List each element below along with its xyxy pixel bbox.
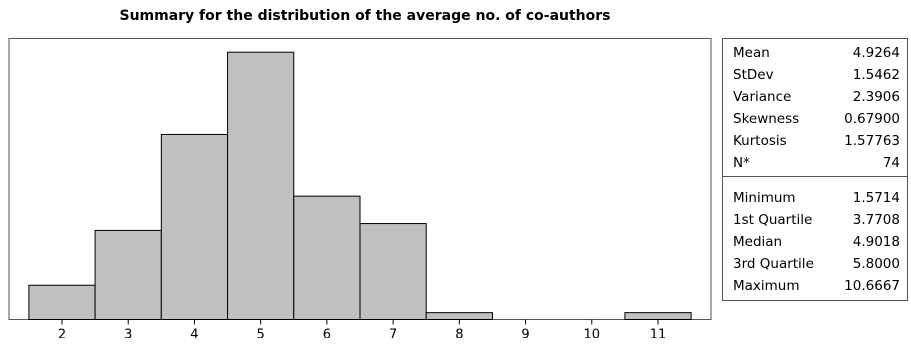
x-tick-label-8: 8 [455,328,463,339]
moment-statistics: Mean 4.9264 StDev 1.5462 Variance 2.3906 Skewn… [723,42,907,174]
stat-value: 4.9018 [852,234,900,250]
stat-row-stdev: StDev 1.5462 [723,64,907,86]
stat-row-variance: Variance 2.3906 [723,86,907,108]
stat-label: Median [733,234,783,250]
stat-label: Mean [733,45,770,61]
stat-row-1st-quartile: 1st Quartile 3.7708 [723,209,907,231]
stat-label: Skewness [733,111,800,127]
histogram-bar-2 [28,284,96,320]
stat-row-skewness: Skewness 0.67900 [723,108,907,130]
histogram-bar-4 [160,133,229,320]
quantile-statistics: Minimum 1.5714 1st Quartile 3.7708 Median 4.9… [723,187,907,297]
histogram-bar-7 [359,223,427,320]
histogram-bar-3 [94,229,162,320]
stat-value: 3.7708 [852,212,900,228]
x-tick-label-11: 11 [650,328,667,339]
histogram-bars [28,51,692,321]
stat-label: Variance [733,89,792,105]
stat-label: 1st Quartile [733,212,813,228]
histogram-bar-5 [227,51,295,321]
stat-row-3rd-quartile: 3rd Quartile 5.8000 [723,253,907,275]
stat-value: 0.67900 [844,111,900,127]
stat-value: 5.8000 [852,256,900,272]
histogram-bar-8 [425,312,493,320]
x-tick-label-10: 10 [584,328,601,339]
histogram-bar-6 [293,195,361,320]
stat-value: 2.3906 [852,89,900,105]
x-axis-ticks: 2 3 4 5 6 7 8 9 10 11 [58,319,667,339]
histogram-plot: 2 3 4 5 6 7 8 9 10 11 [8,38,712,339]
x-tick-label-2: 2 [58,328,66,339]
stat-row-median: Median 4.9018 [723,231,907,253]
x-tick-label-9: 9 [521,328,529,339]
stat-value: 1.5462 [852,67,900,83]
x-tick-label-6: 6 [323,328,331,339]
stat-row-kurtosis: Kurtosis 1.57763 [723,130,907,152]
stat-label: Kurtosis [733,133,787,149]
x-tick-label-5: 5 [257,328,265,339]
stat-label: 3rd Quartile [733,256,814,272]
stats-divider [723,176,907,177]
stat-row-minimum: Minimum 1.5714 [723,187,907,209]
histogram-bar-11 [624,312,692,320]
stat-value: 10.6667 [844,278,900,294]
stat-label: Minimum [733,190,796,206]
stat-label: StDev [733,67,774,83]
summary-statistics-panel: Mean 4.9264 StDev 1.5462 Variance 2.3906 Skewn… [722,38,908,301]
stat-label: Maximum [733,278,800,294]
x-tick-label-3: 3 [124,328,132,339]
stat-value: 1.57763 [844,133,900,149]
stat-label: N* [733,155,750,171]
stat-value: 4.9264 [852,45,900,61]
stat-value: 1.5714 [852,190,900,206]
stat-row-mean: Mean 4.9264 [723,42,907,64]
stat-row-n: N* 74 [723,152,907,174]
x-tick-label-7: 7 [389,328,397,339]
x-tick-label-4: 4 [190,328,198,339]
stat-row-maximum: Maximum 10.6667 [723,275,907,297]
chart-title: Summary for the distribution of the aver… [119,8,611,24]
stat-value: 74 [882,155,900,171]
